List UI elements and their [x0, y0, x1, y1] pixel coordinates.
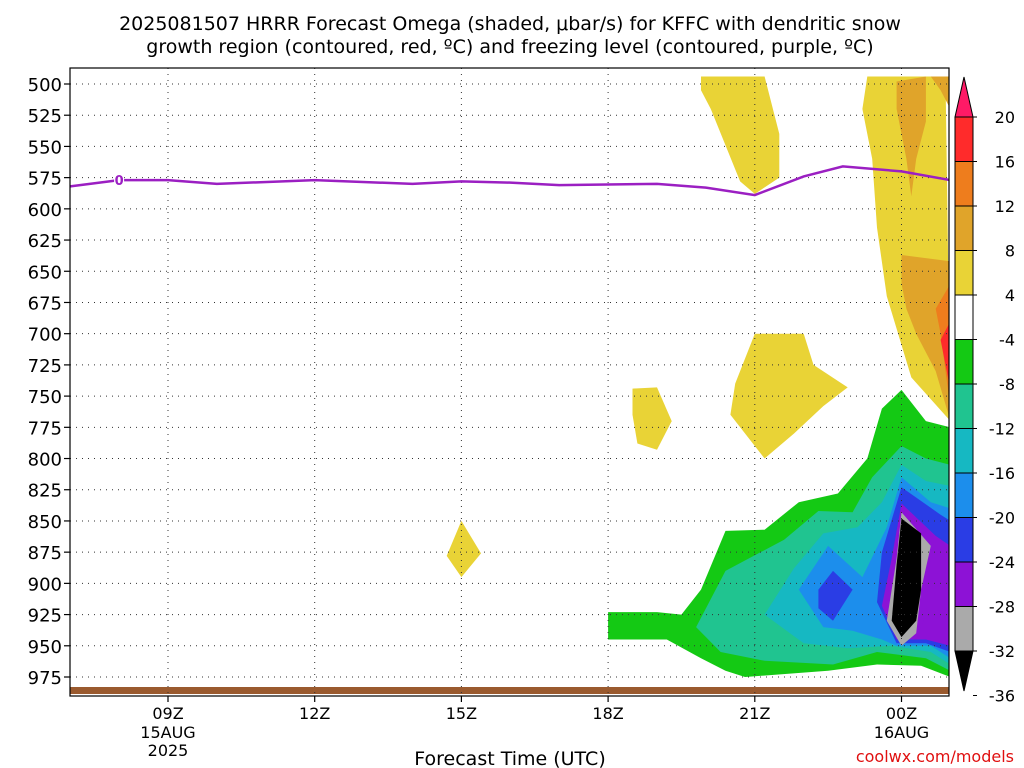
colorbar-label-8: 8: [1005, 242, 1015, 261]
colorbar-swatch: [954, 116, 974, 162]
omega-region-minus36: [891, 518, 922, 638]
colorbar-label-16: 16: [995, 153, 1015, 172]
colorbar-label--24: -24: [989, 553, 1015, 572]
y-tick-label-550: 550: [28, 137, 62, 158]
colorbar-label--16: -16: [989, 464, 1015, 483]
colorbar-swatch: [954, 517, 974, 563]
y-tick-label-600: 600: [28, 200, 62, 221]
omega-region-plus4: [730, 333, 848, 459]
colorbar: 20 16 12 8 4 -4 -8 -12 -16 -20 -24 -28 -32 -36: [954, 76, 1015, 706]
y-tick-label-775: 775: [28, 418, 62, 439]
colorbar-swatch: [954, 205, 974, 251]
omega-region-plus8: [896, 76, 926, 197]
axes: 500 525 550 575 600 625 650 675 700 725 750 775 800 8…: [28, 67, 950, 760]
y-tick-label-750: 750: [28, 387, 62, 408]
omega-region-plus4: [701, 76, 780, 194]
y-tick-label-500: 500: [28, 75, 62, 96]
colorbar-label-12: 12: [995, 197, 1015, 216]
colorbar-label--28: -28: [989, 598, 1015, 617]
omega-region-plus8: [901, 255, 949, 417]
colorbar-label--32: -32: [989, 642, 1015, 661]
colorbar-label-4: 4: [1005, 286, 1015, 305]
x-tick-label-21Z: 21Z: [739, 704, 770, 723]
freezing-level-layer: 0: [70, 165, 949, 197]
omega-region-plus8: [930, 76, 949, 107]
chart-title-line1: 2025081507 HRRR Forecast Omega (shaded, …: [119, 13, 901, 35]
freezing-level-line: [70, 165, 949, 197]
y-tick-label-825: 825: [28, 481, 62, 502]
x-tick-year-09Z: 2025: [148, 741, 189, 760]
y-tick-label-675: 675: [28, 293, 62, 314]
colorbar-swatch: [954, 294, 974, 340]
colorbar-label-20: 20: [995, 108, 1015, 127]
omega-region-plus4: [632, 387, 672, 450]
x-tick-label-15Z: 15Z: [446, 704, 477, 723]
colorbar-swatch: [954, 250, 974, 296]
colorbar-swatch: [954, 161, 974, 207]
x-tick-label-00Z: 00Z: [886, 704, 917, 723]
chart-title-line2: growth region (contoured, red, ºC) and f…: [146, 36, 873, 58]
y-tick-label-625: 625: [28, 231, 62, 252]
plot-frame: [69, 67, 950, 697]
y-tick-label-950: 950: [28, 637, 62, 658]
x-tick-date-09Z: 15AUG: [140, 723, 195, 742]
y-tick-label-975: 975: [28, 668, 62, 689]
y-tick-label-700: 700: [28, 325, 62, 346]
colorbar-swatch: [954, 339, 974, 385]
colorbar-swatch: [954, 472, 974, 518]
colorbar-label--12: -12: [989, 420, 1015, 439]
credit-text: coolwx.com/models: [856, 747, 1014, 766]
colorbar-label--8: -8: [999, 375, 1015, 394]
y-tick-label-575: 575: [28, 169, 62, 190]
colorbar-label--20: -20: [989, 509, 1015, 528]
colorbar-swatch: [954, 561, 974, 607]
colorbar-label--36: -36: [989, 687, 1015, 706]
omega-region-plus16: [940, 323, 949, 383]
x-tick-label-09Z: 09Z: [152, 704, 183, 723]
y-tick-label-925: 925: [28, 606, 62, 627]
colorbar-label--4: -4: [999, 331, 1015, 350]
colorbar-swatch: [954, 428, 974, 474]
x-tick-date-00Z: 16AUG: [874, 723, 929, 742]
plot-area: [70, 68, 949, 696]
freezing-level-label-bg: [114, 174, 125, 187]
y-tick-label-900: 900: [28, 574, 62, 595]
y-tick-label-800: 800: [28, 450, 62, 471]
colorbar-swatch: [954, 606, 974, 652]
y-tick-label-525: 525: [28, 106, 62, 127]
x-tick-label-18Z: 18Z: [592, 704, 623, 723]
freezing-level-label: 0: [115, 174, 124, 189]
colorbar-bottom-arrow: [954, 650, 974, 692]
colorbar-swatch: [954, 383, 974, 429]
y-tick-label-725: 725: [28, 356, 62, 377]
terrain-band: [70, 687, 949, 694]
x-tick-label-12Z: 12Z: [299, 704, 330, 723]
y-tick-label-650: 650: [28, 262, 62, 283]
y-tick-label-875: 875: [28, 543, 62, 564]
omega-region-plus4: [446, 520, 481, 578]
y-tick-label-850: 850: [28, 512, 62, 533]
x-axis-title: Forecast Time (UTC): [414, 748, 605, 768]
